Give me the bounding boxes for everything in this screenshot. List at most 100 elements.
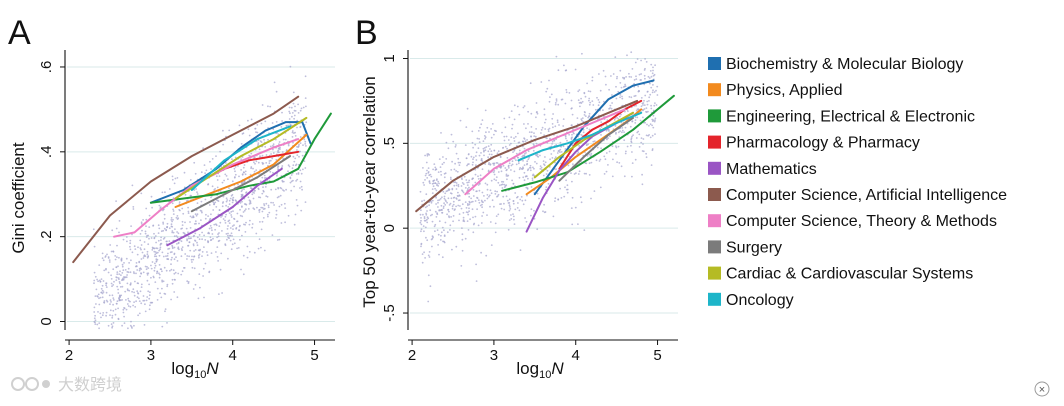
panel-a-scatter-point bbox=[222, 195, 225, 198]
panel-b-scatter-point bbox=[443, 176, 446, 179]
panel-b-scatter-point bbox=[451, 160, 453, 163]
panel-b-scatter-point bbox=[629, 125, 632, 128]
panel-b-scatter-point bbox=[562, 125, 565, 127]
panel-a-scatter-point bbox=[132, 271, 135, 273]
panel-a-scatter-point bbox=[140, 272, 142, 274]
panel-a-scatter-point bbox=[209, 217, 212, 220]
panel-b-scatter-point bbox=[568, 92, 571, 94]
panel-a-scatter-point bbox=[151, 261, 154, 263]
panel-b-scatter-point bbox=[457, 204, 460, 207]
panel-b-scatter-point bbox=[512, 200, 515, 202]
panel-b-gridlines bbox=[410, 57, 678, 314]
panel-b-scatter-point bbox=[468, 186, 470, 189]
panel-b-scatter-point bbox=[461, 227, 463, 230]
panel-b-scatter-point bbox=[465, 207, 468, 209]
panel-b-scatter-point bbox=[452, 200, 455, 203]
legend-swatch bbox=[708, 292, 721, 306]
panel-b-scatter-point bbox=[450, 169, 453, 171]
panel-b-scatter-point bbox=[524, 140, 527, 143]
panel-a-scatter-point bbox=[232, 238, 235, 241]
panel-b-scatter-point bbox=[488, 194, 491, 197]
panel-b-scatter-point bbox=[579, 105, 581, 108]
panel-b-scatter-point bbox=[630, 144, 632, 147]
panel-b-scatter-point bbox=[451, 205, 454, 208]
panel-b-scatter-point bbox=[580, 201, 583, 204]
panel-a-scatter-point bbox=[129, 300, 131, 303]
panel-b-scatter-point bbox=[652, 114, 655, 117]
panel-a-scatter-point bbox=[254, 189, 256, 192]
panel-b-scatter-point bbox=[607, 128, 610, 131]
panel-a-scatter-point bbox=[97, 311, 99, 313]
panel-a-scatter-point bbox=[227, 232, 229, 235]
panel-a-scatter-point bbox=[199, 286, 201, 289]
panel-a-scatter-point bbox=[240, 143, 243, 145]
panel-b-scatter-point bbox=[651, 72, 654, 75]
panel-b-scatter-point bbox=[443, 195, 446, 198]
panel-b-scatter-point bbox=[571, 133, 573, 136]
panel-a-scatter-point bbox=[126, 288, 129, 290]
panel-b-scatter-point bbox=[525, 220, 528, 223]
panel-b-scatter-point bbox=[440, 170, 442, 173]
panel-b-scatter-point bbox=[487, 150, 490, 153]
panel-a-scatter-point bbox=[212, 209, 215, 211]
panel-a-scatter-point bbox=[234, 166, 237, 168]
panel-b-scatter-point bbox=[511, 179, 513, 182]
panel-b-scatter-point bbox=[560, 151, 563, 153]
panel-a-scatter-point bbox=[284, 207, 287, 210]
panel-a-scatter-point bbox=[171, 278, 174, 281]
panel-b-scatter-point bbox=[445, 158, 448, 160]
panel-a-scatter-point bbox=[122, 269, 125, 272]
panel-a-scatter-point bbox=[105, 282, 107, 285]
panel-a-scatter-point bbox=[93, 320, 96, 323]
panel-b-scatter-point bbox=[478, 154, 481, 157]
panel-a-scatter-point bbox=[103, 269, 106, 272]
panel-b-scatter-point bbox=[539, 168, 542, 170]
panel-a-scatter-point bbox=[153, 247, 156, 250]
panel-b-scatter-point bbox=[480, 157, 483, 160]
panel-b-scatter-point bbox=[469, 201, 471, 204]
panel-a-scatter-point bbox=[146, 256, 149, 259]
panel-a-scatter-point bbox=[162, 229, 165, 232]
panel-a-y-tick-label: .2 bbox=[38, 230, 55, 243]
panel-a-scatter-point bbox=[116, 300, 119, 303]
panel-a-scatter-point bbox=[216, 246, 219, 249]
panel-a-scatter-point bbox=[262, 217, 265, 219]
panel-b-scatter-point bbox=[467, 204, 469, 207]
panel-a-scatter-point bbox=[288, 110, 291, 113]
panel-a-scatter-point bbox=[170, 217, 173, 219]
panel-b-scatter-point bbox=[435, 203, 437, 205]
panel-b-scatter-point bbox=[535, 127, 537, 130]
panel-b-scatter-point bbox=[530, 131, 533, 134]
panel-a-scatter-point bbox=[115, 227, 118, 230]
panel-a-scatter-point bbox=[138, 269, 141, 272]
panel-a-scatter-point bbox=[202, 275, 205, 277]
close-icon[interactable]: × bbox=[1039, 384, 1045, 396]
panel-a-scatter-point bbox=[160, 239, 162, 242]
panel-a-scatter-point bbox=[118, 278, 120, 281]
panel-a-scatter-point bbox=[166, 225, 169, 228]
panel-a-scatter-point bbox=[132, 288, 135, 291]
panel-a-scatter-point bbox=[120, 258, 123, 261]
panel-b-scatter-point bbox=[436, 229, 439, 232]
panel-a-scatter-point bbox=[157, 224, 160, 227]
close-button[interactable]: × bbox=[1034, 381, 1050, 397]
panel-b-scatter-point bbox=[436, 183, 438, 185]
panel-a-scatter-point bbox=[166, 322, 168, 324]
panel-b-scatter-point bbox=[527, 177, 529, 180]
panel-b-scatter-point bbox=[526, 163, 528, 166]
panel-a-scatter-point bbox=[122, 277, 124, 280]
panel-b-scatter-point bbox=[598, 101, 601, 104]
panel-b-scatter-point bbox=[513, 104, 516, 107]
panel-a-scatter-point bbox=[118, 231, 120, 234]
panel-a-scatter-point bbox=[135, 272, 137, 275]
panel-b-scatter-point bbox=[654, 133, 656, 136]
panel-a-scatter-point bbox=[224, 173, 227, 176]
panel-a-scatter-point bbox=[156, 251, 159, 254]
panel-b-scatter-point bbox=[444, 199, 447, 201]
panel-a-scatter-point bbox=[254, 162, 256, 165]
panel-b-scatter-point bbox=[570, 172, 572, 175]
panel-a-scatter-point bbox=[170, 225, 173, 228]
panel-a-scatter-point bbox=[261, 192, 264, 195]
panel-b-scatter-point bbox=[419, 221, 422, 224]
panel-a-scatter-point bbox=[204, 198, 207, 201]
